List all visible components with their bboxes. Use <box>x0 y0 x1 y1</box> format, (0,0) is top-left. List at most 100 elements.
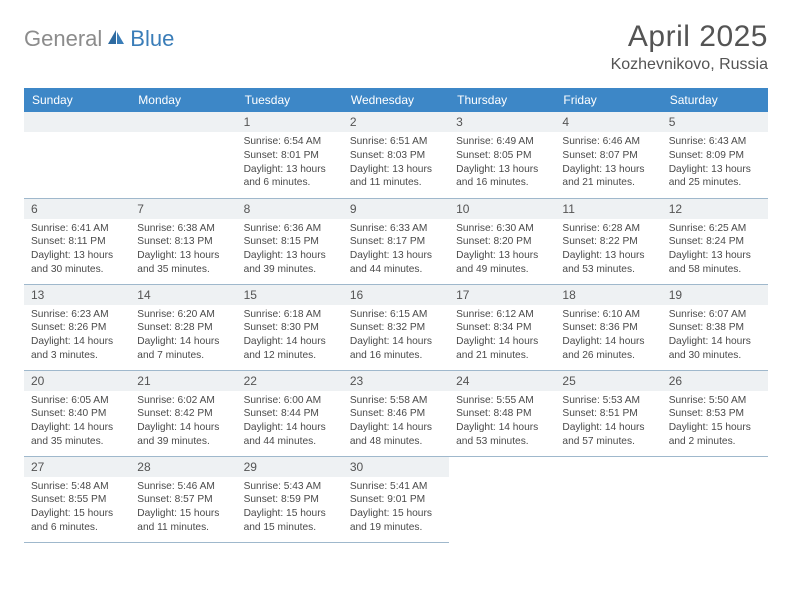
sunrise-line: Sunrise: 6:15 AM <box>350 308 442 322</box>
sunset-line: Sunset: 8:57 PM <box>137 493 229 507</box>
daylight-line: Daylight: 14 hours and 12 minutes. <box>244 335 336 363</box>
calendar-day-cell: 19Sunrise: 6:07 AMSunset: 8:38 PMDayligh… <box>662 284 768 370</box>
day-info: Sunrise: 6:54 AMSunset: 8:01 PMDaylight:… <box>237 132 343 196</box>
daylight-line: Daylight: 15 hours and 11 minutes. <box>137 507 229 535</box>
sunset-line: Sunset: 8:01 PM <box>244 149 336 163</box>
sunset-line: Sunset: 8:42 PM <box>137 407 229 421</box>
sunset-line: Sunset: 8:20 PM <box>456 235 548 249</box>
sunrise-line: Sunrise: 6:12 AM <box>456 308 548 322</box>
day-info: Sunrise: 6:12 AMSunset: 8:34 PMDaylight:… <box>449 305 555 369</box>
calendar-day-cell: 14Sunrise: 6:20 AMSunset: 8:28 PMDayligh… <box>130 284 236 370</box>
sunset-line: Sunset: 8:05 PM <box>456 149 548 163</box>
calendar-table: SundayMondayTuesdayWednesdayThursdayFrid… <box>24 88 768 543</box>
sunrise-line: Sunrise: 5:50 AM <box>669 394 761 408</box>
sunrise-line: Sunrise: 5:46 AM <box>137 480 229 494</box>
day-info: Sunrise: 5:50 AMSunset: 8:53 PMDaylight:… <box>662 391 768 455</box>
calendar-week-row: 27Sunrise: 5:48 AMSunset: 8:55 PMDayligh… <box>24 456 768 542</box>
day-info: Sunrise: 5:46 AMSunset: 8:57 PMDaylight:… <box>130 477 236 541</box>
day-info: Sunrise: 6:05 AMSunset: 8:40 PMDaylight:… <box>24 391 130 455</box>
logo: General Blue <box>24 26 174 52</box>
day-number: 25 <box>555 371 661 391</box>
sunrise-line: Sunrise: 6:33 AM <box>350 222 442 236</box>
sunrise-line: Sunrise: 6:07 AM <box>669 308 761 322</box>
day-number: 9 <box>343 199 449 219</box>
daylight-line: Daylight: 14 hours and 21 minutes. <box>456 335 548 363</box>
day-info: Sunrise: 6:18 AMSunset: 8:30 PMDaylight:… <box>237 305 343 369</box>
sunrise-line: Sunrise: 5:43 AM <box>244 480 336 494</box>
sunrise-line: Sunrise: 6:28 AM <box>562 222 654 236</box>
calendar-head: SundayMondayTuesdayWednesdayThursdayFrid… <box>24 88 768 112</box>
daylight-line: Daylight: 14 hours and 26 minutes. <box>562 335 654 363</box>
sunset-line: Sunset: 8:48 PM <box>456 407 548 421</box>
calendar-day-cell: 12Sunrise: 6:25 AMSunset: 8:24 PMDayligh… <box>662 198 768 284</box>
sunrise-line: Sunrise: 6:00 AM <box>244 394 336 408</box>
sunset-line: Sunset: 8:40 PM <box>31 407 123 421</box>
day-number: 26 <box>662 371 768 391</box>
daylight-line: Daylight: 15 hours and 2 minutes. <box>669 421 761 449</box>
sunrise-line: Sunrise: 5:58 AM <box>350 394 442 408</box>
daylight-line: Daylight: 14 hours and 44 minutes. <box>244 421 336 449</box>
day-info: Sunrise: 6:43 AMSunset: 8:09 PMDaylight:… <box>662 132 768 196</box>
empty-day-header <box>130 112 236 132</box>
sunset-line: Sunset: 8:07 PM <box>562 149 654 163</box>
daylight-line: Daylight: 13 hours and 6 minutes. <box>244 163 336 191</box>
calendar-day-cell: 11Sunrise: 6:28 AMSunset: 8:22 PMDayligh… <box>555 198 661 284</box>
calendar-week-row: 20Sunrise: 6:05 AMSunset: 8:40 PMDayligh… <box>24 370 768 456</box>
location-text: Kozhevnikovo, Russia <box>611 56 768 74</box>
calendar-day-cell: 10Sunrise: 6:30 AMSunset: 8:20 PMDayligh… <box>449 198 555 284</box>
sunset-line: Sunset: 8:13 PM <box>137 235 229 249</box>
weekday-header: Wednesday <box>343 88 449 112</box>
calendar-day-cell: 25Sunrise: 5:53 AMSunset: 8:51 PMDayligh… <box>555 370 661 456</box>
sunset-line: Sunset: 8:03 PM <box>350 149 442 163</box>
weekday-header: Thursday <box>449 88 555 112</box>
sunrise-line: Sunrise: 6:02 AM <box>137 394 229 408</box>
day-info: Sunrise: 6:00 AMSunset: 8:44 PMDaylight:… <box>237 391 343 455</box>
day-number: 6 <box>24 199 130 219</box>
sunrise-line: Sunrise: 6:51 AM <box>350 135 442 149</box>
day-info: Sunrise: 6:49 AMSunset: 8:05 PMDaylight:… <box>449 132 555 196</box>
sunrise-line: Sunrise: 6:25 AM <box>669 222 761 236</box>
day-number: 5 <box>662 112 768 132</box>
daylight-line: Daylight: 13 hours and 25 minutes. <box>669 163 761 191</box>
day-info: Sunrise: 6:30 AMSunset: 8:20 PMDaylight:… <box>449 219 555 283</box>
sunrise-line: Sunrise: 5:53 AM <box>562 394 654 408</box>
calendar-day-cell: 3Sunrise: 6:49 AMSunset: 8:05 PMDaylight… <box>449 112 555 198</box>
sunrise-line: Sunrise: 6:36 AM <box>244 222 336 236</box>
daylight-line: Daylight: 14 hours and 53 minutes. <box>456 421 548 449</box>
sunset-line: Sunset: 8:53 PM <box>669 407 761 421</box>
page-title: April 2025 <box>611 20 768 54</box>
calendar-day-cell: 16Sunrise: 6:15 AMSunset: 8:32 PMDayligh… <box>343 284 449 370</box>
logo-text-blue: Blue <box>130 26 174 52</box>
sunrise-line: Sunrise: 6:05 AM <box>31 394 123 408</box>
daylight-line: Daylight: 14 hours and 30 minutes. <box>669 335 761 363</box>
sunrise-line: Sunrise: 6:54 AM <box>244 135 336 149</box>
day-number: 28 <box>130 457 236 477</box>
day-number: 7 <box>130 199 236 219</box>
calendar-day-cell: 17Sunrise: 6:12 AMSunset: 8:34 PMDayligh… <box>449 284 555 370</box>
calendar-day-cell <box>662 456 768 542</box>
daylight-line: Daylight: 13 hours and 16 minutes. <box>456 163 548 191</box>
sunrise-line: Sunrise: 6:23 AM <box>31 308 123 322</box>
day-info: Sunrise: 5:53 AMSunset: 8:51 PMDaylight:… <box>555 391 661 455</box>
day-number: 23 <box>343 371 449 391</box>
day-info: Sunrise: 6:10 AMSunset: 8:36 PMDaylight:… <box>555 305 661 369</box>
daylight-line: Daylight: 15 hours and 19 minutes. <box>350 507 442 535</box>
day-info: Sunrise: 6:36 AMSunset: 8:15 PMDaylight:… <box>237 219 343 283</box>
day-info: Sunrise: 6:23 AMSunset: 8:26 PMDaylight:… <box>24 305 130 369</box>
daylight-line: Daylight: 15 hours and 6 minutes. <box>31 507 123 535</box>
daylight-line: Daylight: 14 hours and 39 minutes. <box>137 421 229 449</box>
calendar-day-cell: 21Sunrise: 6:02 AMSunset: 8:42 PMDayligh… <box>130 370 236 456</box>
day-info: Sunrise: 6:02 AMSunset: 8:42 PMDaylight:… <box>130 391 236 455</box>
logo-text-general: General <box>24 26 102 52</box>
calendar-day-cell: 24Sunrise: 5:55 AMSunset: 8:48 PMDayligh… <box>449 370 555 456</box>
empty-day-header <box>24 112 130 132</box>
calendar-day-cell <box>449 456 555 542</box>
day-info: Sunrise: 5:48 AMSunset: 8:55 PMDaylight:… <box>24 477 130 541</box>
sunset-line: Sunset: 8:28 PM <box>137 321 229 335</box>
calendar-day-cell: 4Sunrise: 6:46 AMSunset: 8:07 PMDaylight… <box>555 112 661 198</box>
day-info: Sunrise: 6:41 AMSunset: 8:11 PMDaylight:… <box>24 219 130 283</box>
day-number: 8 <box>237 199 343 219</box>
sunset-line: Sunset: 8:17 PM <box>350 235 442 249</box>
weekday-header: Sunday <box>24 88 130 112</box>
calendar-day-cell: 29Sunrise: 5:43 AMSunset: 8:59 PMDayligh… <box>237 456 343 542</box>
